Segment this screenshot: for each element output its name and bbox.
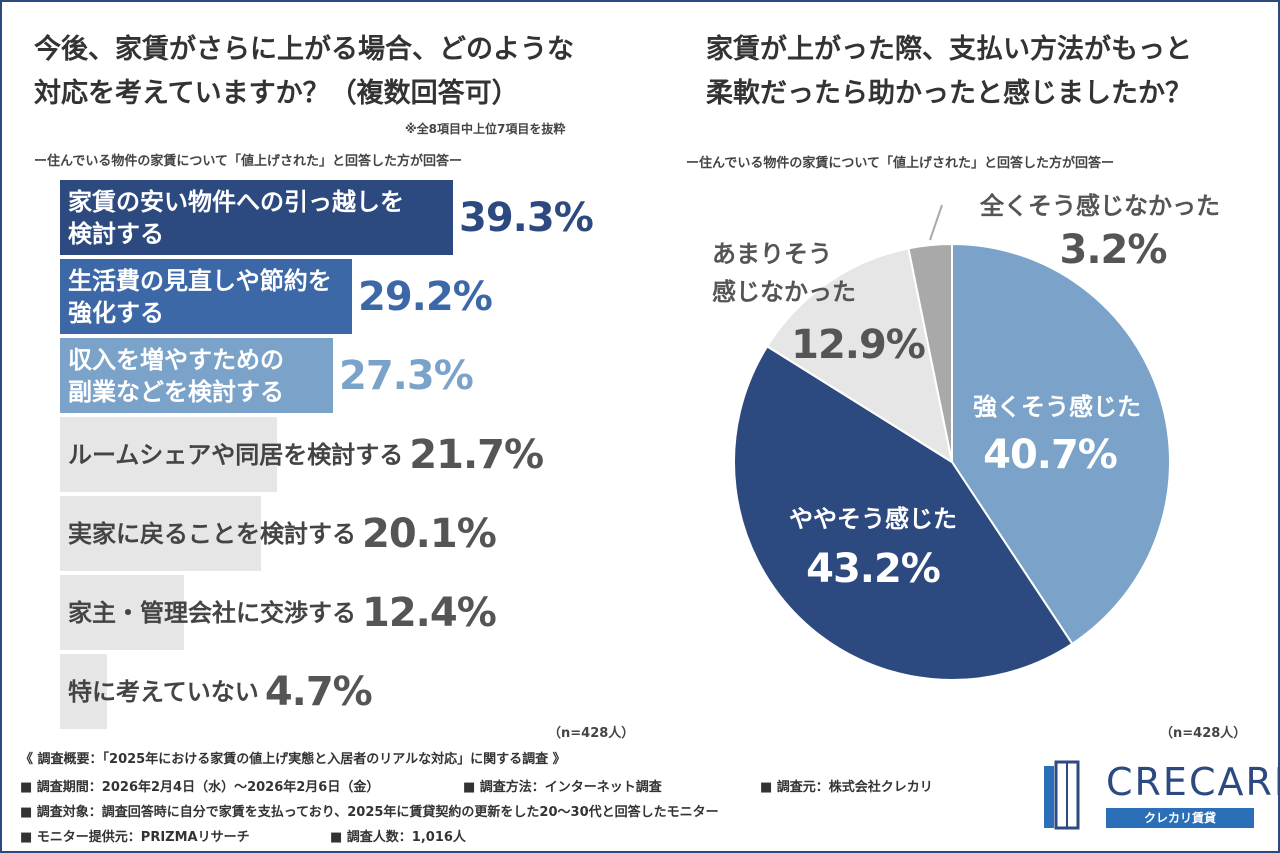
bar-row: 家賃の安い物件への引っ越しを 検討する 39.3%: [60, 180, 680, 255]
slice-label: ややそう感じた: [789, 505, 957, 533]
sample-size: （n=428人）: [1160, 726, 1247, 741]
value-label: 21.7%: [409, 431, 544, 478]
value-label: 29.2%: [358, 273, 493, 320]
bar-content: 収入を増やすための 副業などを検討する 27.3%: [60, 338, 680, 413]
value-label: 20.1%: [362, 510, 497, 557]
bar-chart: 家賃の安い物件への引っ越しを 検討する 39.3% 生活費の見直しや節約を 強化する…: [60, 180, 680, 733]
value-label: 12.9%: [791, 322, 925, 368]
leader-line: [929, 204, 943, 241]
footer-heading: 《 調査概要：「2025年における家賃の値上げ実態と入居者のリアルな対応」に関す…: [20, 752, 566, 767]
footer-item: ■ 調査対象：調査回答時に自分で家賃を支払っており、2025年に賃貸契約の更新を…: [20, 805, 719, 820]
bar-label: 特に考えていない: [68, 677, 259, 706]
bar: [60, 496, 261, 571]
sample-size: （n=428人）: [548, 726, 635, 741]
bar-row: 特に考えていない 4.7%: [60, 654, 680, 729]
footer-item: ■ 調査人数：1,016人: [330, 830, 466, 845]
logo-mark: [1044, 760, 1080, 830]
bar-label: ルームシェアや同居を検討する: [68, 440, 404, 469]
bar-content: 家主・管理会社に交渉する 12.4%: [60, 575, 680, 650]
bar-content: 家賃の安い物件への引っ越しを 検討する 39.3%: [60, 180, 680, 255]
slice-label: あまりそう感じなかった: [712, 240, 856, 306]
chart-title: 家賃が上がった際、支払い方法がもっと 柔軟だったら助かったと感じましたか？: [706, 34, 1192, 109]
value-label: 12.4%: [362, 589, 497, 636]
bar-label: 収入を増やすための 副業などを検討する: [68, 345, 284, 406]
bar-row: 収入を増やすための 副業などを検討する 27.3%: [60, 338, 680, 413]
bar: [60, 338, 333, 413]
value-label: 4.7%: [264, 668, 373, 715]
bar-label: 家賃の安い物件への引っ越しを 検討する: [68, 187, 404, 248]
bar-row: 実家に戻ることを検討する 20.1%: [60, 496, 680, 571]
pie-slice: [765, 247, 954, 465]
logo-name: CRECARI: [1106, 760, 1280, 804]
subtitle: ー住んでいる物件の家賃について「値上げされた」と回答した方が回答ー: [34, 154, 462, 169]
value-label: 43.2%: [806, 546, 940, 592]
bar: [60, 654, 107, 729]
slice-label: 強くそう感じた: [973, 393, 1141, 421]
value-label: 40.7%: [983, 432, 1117, 478]
chart-title: 今後、家賃がさらに上がる場合、どのような 対応を考えていますか？（複数回答可）: [34, 34, 574, 109]
bar-label: 実家に戻ることを検討する: [68, 519, 356, 548]
bar: [60, 259, 352, 334]
pie-slice: [907, 242, 953, 463]
subtitle: ー住んでいる物件の家賃について「値上げされた」と回答した方が回答ー: [686, 156, 1114, 171]
value-label: 27.3%: [339, 352, 474, 399]
footer-item: ■ 調査期間：2026年2月4日（水）～2026年2月6日（金）: [20, 780, 380, 795]
bar-content: 実家に戻ることを検討する 20.1%: [60, 496, 680, 571]
note: ※全8項目中上位7項目を抜粋: [405, 122, 566, 136]
bar-label: 生活費の見直しや節約を 強化する: [68, 266, 332, 327]
footer-item: ■ モニター提供元：PRIZMAリサーチ: [20, 830, 250, 845]
bar-content: ルームシェアや同居を検討する 21.7%: [60, 417, 680, 492]
footer-item: ■ 調査方法：インターネット調査: [463, 780, 662, 795]
bar: [60, 417, 277, 492]
bar-content: 特に考えていない 4.7%: [60, 654, 680, 729]
value-label: 39.3%: [459, 194, 594, 241]
bar-content: 生活費の見直しや節約を 強化する 29.2%: [60, 259, 680, 334]
slice-label: 全くそう感じなかった: [979, 192, 1220, 220]
pie-slice: [733, 344, 1074, 681]
value-label: 3.2%: [1060, 227, 1167, 273]
footer-item: ■ 調査元：株式会社クレカリ: [760, 780, 933, 795]
bar-label: 家主・管理会社に交渉する: [68, 598, 356, 627]
bar-row: ルームシェアや同居を検討する 21.7%: [60, 417, 680, 492]
bar-row: 生活費の見直しや節約を 強化する 29.2%: [60, 259, 680, 334]
logo-tagline: クレカリ賃貸: [1106, 808, 1254, 828]
bar-row: 家主・管理会社に交渉する 12.4%: [60, 575, 680, 650]
bar: [60, 180, 453, 255]
bar: [60, 575, 184, 650]
